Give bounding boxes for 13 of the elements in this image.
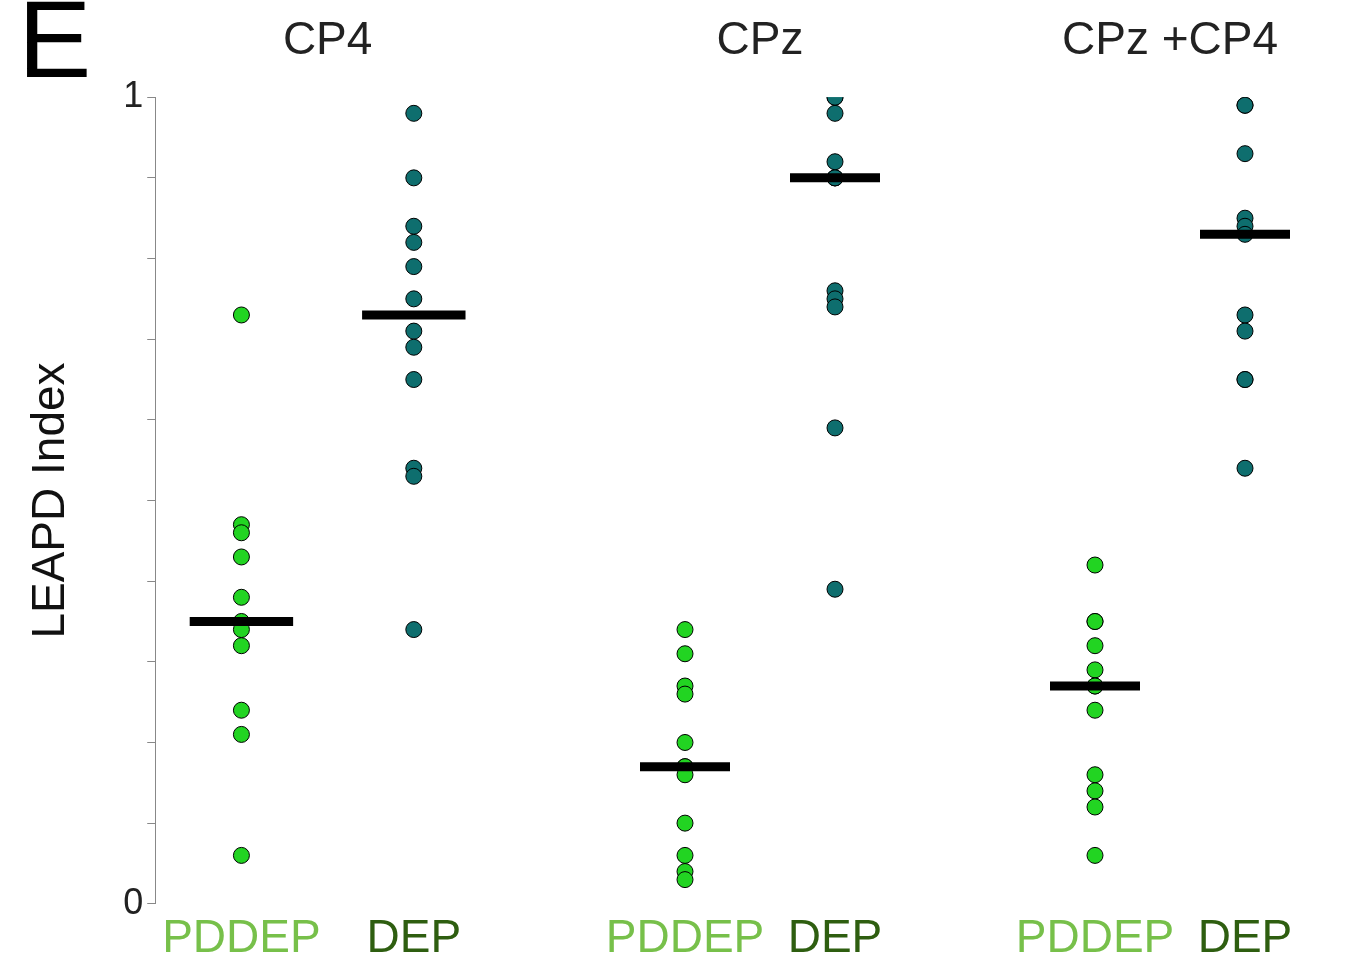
y-axis-title: LEAPD Index bbox=[22, 362, 75, 639]
x-tick-label: DEP bbox=[1197, 910, 1293, 963]
x-tick-label: PDDEP bbox=[162, 910, 321, 963]
x-tick-label: DEP bbox=[366, 910, 462, 963]
chart-title: CPz +CP4 bbox=[1061, 12, 1279, 65]
text: E bbox=[18, 0, 92, 101]
y-tick-label: 1 bbox=[123, 74, 144, 116]
chart-title: CPz bbox=[716, 12, 804, 65]
x-tick-label: PDDEP bbox=[605, 910, 765, 963]
x-tick-label: DEP bbox=[787, 910, 883, 963]
chart-title: CP4 bbox=[282, 12, 373, 65]
y-tick-label: 0 bbox=[123, 880, 144, 922]
x-tick-label: PDDEP bbox=[1015, 910, 1175, 963]
